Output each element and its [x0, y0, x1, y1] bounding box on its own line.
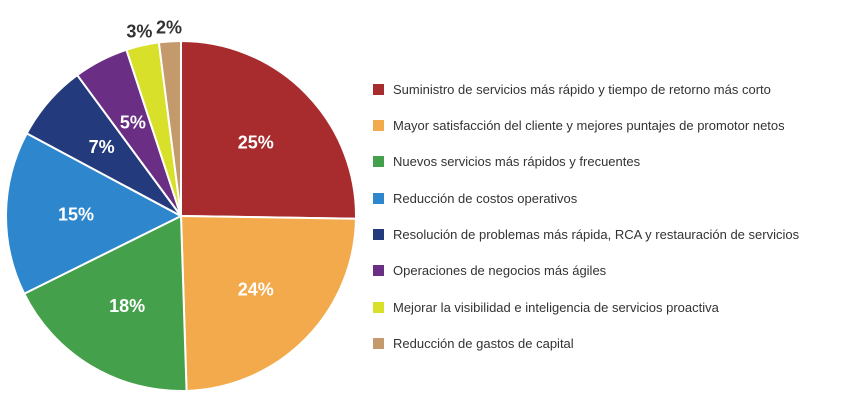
- legend-item-suministro-de-servicios-mas-rapido-y-tiempo-de-retorno-mas-corto: Suministro de servicios más rápido y tie…: [373, 77, 851, 101]
- legend-label: Mejorar la visibilidad e inteligencia de…: [393, 299, 719, 315]
- pie-value-label-5: 7%: [89, 137, 115, 157]
- legend-item-resolucion-de-problemas-mas-rapida-rca-y-restauracion-de-servicios: Resolución de problemas más rápida, RCA …: [373, 223, 851, 247]
- pie-slice-mayor-satisfaccion-del-cliente-y-mejores-puntajes-de-promotor-netos: [179, 214, 357, 392]
- pie-slice-suministro-de-servicios-mas-rapido-y-tiempo-de-retorno-mas-corto: [180, 39, 357, 220]
- legend-label: Mayor satisfacción del cliente y mejores…: [393, 117, 785, 133]
- legend-item-mayor-satisfaccion-del-cliente-y-mejores-puntajes-de-promotor-netos: Mayor satisfacción del cliente y mejores…: [373, 113, 851, 137]
- pie-slice-nuevos-servicios-mas-rapidos-y-frecuentes: [22, 214, 188, 392]
- legend-label: Nuevos servicios más rápidos y frecuente…: [393, 154, 641, 170]
- pie-value-label-1: 25%: [238, 132, 274, 152]
- pie-value-label-6: 5%: [120, 113, 146, 133]
- legend-item-operaciones-de-negocios-mas-agiles: Operaciones de negocios más ágiles: [373, 259, 851, 283]
- legend-item-reduccion-de-gastos-de-capital: Reducción de gastos de capital: [373, 332, 851, 356]
- legend-label: Suministro de servicios más rápido y tie…: [393, 81, 771, 97]
- legend-swatch: [373, 265, 384, 277]
- legend-label: Operaciones de negocios más ágiles: [393, 263, 607, 279]
- pie-slices: [5, 39, 357, 392]
- legend-label: Reducción de costos operativos: [393, 190, 578, 206]
- legend-item-nuevos-servicios-mas-rapidos-y-frecuentes: Nuevos servicios más rápidos y frecuente…: [373, 150, 851, 174]
- pie-value-label-3: 18%: [109, 296, 145, 316]
- legend-swatch: [373, 338, 384, 350]
- legend-swatch: [373, 156, 384, 168]
- legend-swatch: [373, 301, 384, 313]
- legend-swatch: [373, 119, 384, 131]
- legend: Suministro de servicios más rápido y tie…: [373, 77, 851, 368]
- legend-swatch: [373, 192, 384, 204]
- legend-item-mejorar-la-visibilidad-e-inteligencia-de-servicios-proactiva: Mejorar la visibilidad e inteligencia de…: [373, 295, 851, 319]
- legend-label: Reducción de gastos de capital: [393, 336, 574, 352]
- pie-slice-reduccion-de-gastos-de-capital: [157, 39, 182, 217]
- pie-value-label-2: 24%: [238, 280, 274, 300]
- legend-label: Resolución de problemas más rápida, RCA …: [393, 227, 800, 243]
- pie-slice-reduccion-de-costos-operativos: [5, 131, 184, 296]
- legend-item-reduccion-de-costos-operativos: Reducción de costos operativos: [373, 186, 851, 210]
- legend-swatch: [373, 83, 384, 95]
- pie-value-label-4: 15%: [58, 204, 94, 224]
- pie-value-label-7: 3%: [126, 22, 152, 42]
- pie-value-labels: 25% 24% 18% 15% 7%5% 3% 2%: [58, 17, 274, 316]
- pie-value-label-8: 2%: [156, 17, 182, 37]
- legend-swatch: [373, 229, 384, 241]
